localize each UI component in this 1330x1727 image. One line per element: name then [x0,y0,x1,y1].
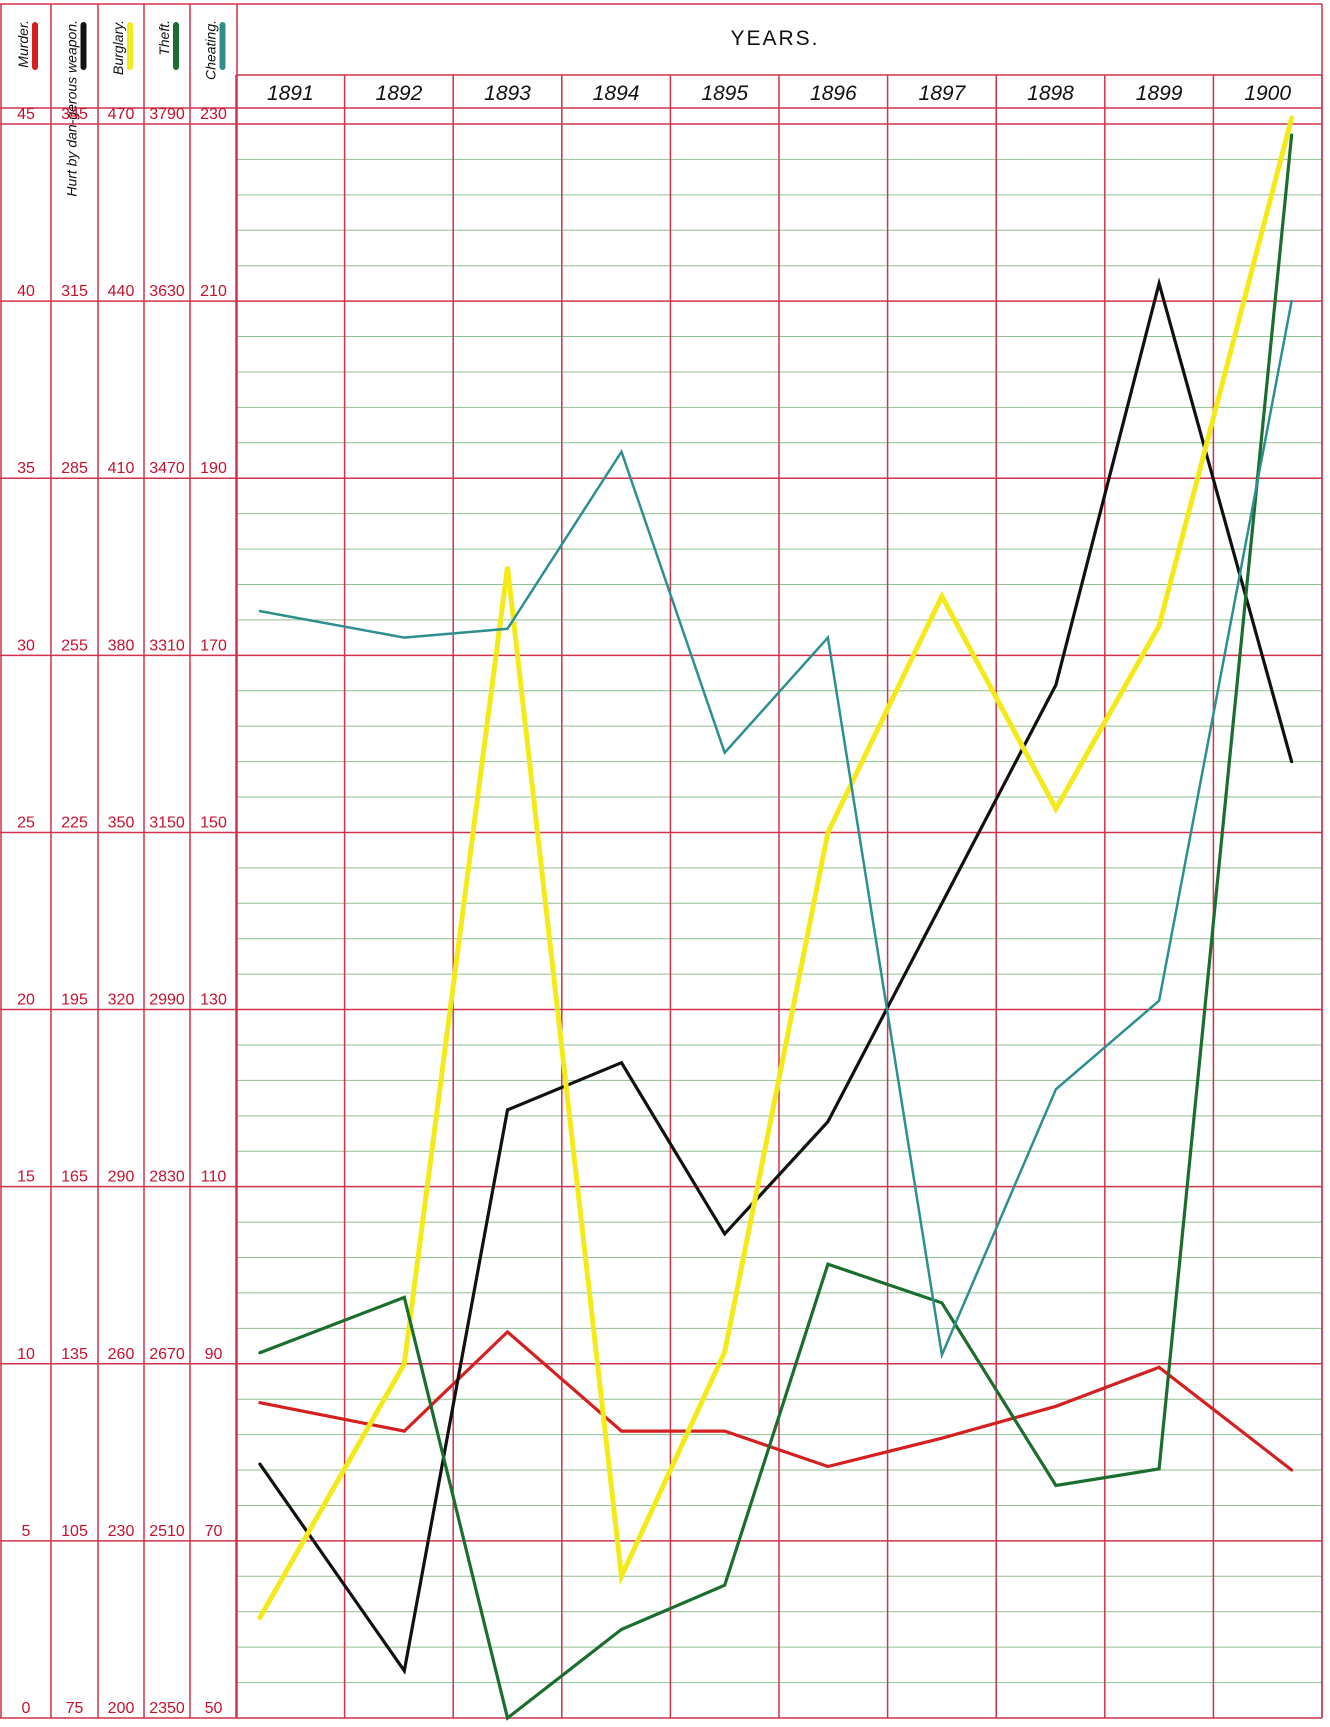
year-label-1895: 1895 [701,82,748,105]
year-label-1891: 1891 [267,82,314,105]
tick-label-theft: 2510 [149,1523,185,1540]
year-label-1899: 1899 [1136,82,1183,105]
tick-label-cheating: 210 [200,283,227,300]
tick-label-murder: 30 [17,637,35,654]
tick-label-theft: 2350 [149,1700,185,1717]
tick-label-murder: 35 [17,460,35,477]
series-line-murder [258,1329,1294,1472]
year-label-1898: 1898 [1027,82,1074,105]
tick-label-murder: 40 [17,283,35,300]
legend-label-cheating: Cheating. [203,20,219,80]
tick-label-burglary: 320 [108,992,135,1009]
year-label-1892: 1892 [376,82,423,105]
tick-label-hurt-by-dan-gerous-weapon: 315 [61,283,88,300]
tick-label-theft: 3470 [149,460,185,477]
series-lines [257,115,1295,1721]
series-line-cheating [258,299,1293,1360]
legend-swatch-cheating [219,22,226,70]
tick-label-hurt-by-dan-gerous-weapon: 165 [61,1169,88,1186]
tick-label-cheating: 90 [205,1346,223,1363]
tick-label-murder: 20 [17,992,35,1009]
series-line-hurt-by-dan-gerous-weapon [258,277,1294,1675]
chart-frame [0,3,1323,1718]
major-grid [0,123,1322,1719]
legend-swatch-burglary [127,22,133,70]
tick-label-burglary: 410 [108,460,135,477]
tick-label-hurt-by-dan-gerous-weapon: 285 [61,460,88,477]
legend-label-murder: Murder. [15,20,31,68]
year-axis: YEARS. 1891 1892 1893 1894 1895 1896 1897 1898 1… [267,27,1291,105]
legend-swatch-theft [173,22,179,70]
legend: Murder. Hurt by dan-gerous weapon. Burglar… [15,20,226,197]
legend-swatch-hurt-by-dan-gerous-weapon [80,22,87,70]
tick-label-murder: 45 [17,106,35,123]
tick-label-murder: 5 [22,1523,31,1540]
year-label-1897: 1897 [919,82,967,105]
legend-label-hurt-by-dan-gerous-weapon: Hurt by dan-gerous weapon. [64,20,80,197]
tick-label-theft: 3790 [149,106,185,123]
tick-label-hurt-by-dan-gerous-weapon: 255 [61,637,88,654]
tick-label-cheating: 110 [201,1169,227,1186]
year-label-1893: 1893 [484,82,531,105]
tick-label-hurt-by-dan-gerous-weapon: 345 [61,106,88,123]
tick-label-cheating: 130 [200,992,227,1009]
series-line-theft [258,133,1294,1721]
tick-label-theft: 3150 [149,814,185,831]
legend-label-theft: Theft. [156,20,172,56]
tick-label-burglary: 200 [108,1700,135,1717]
y-scales: 0 5 10 15 20 25 30 35 40 45 75 105 135 165 195 225 255 28… [17,106,227,1717]
tick-label-murder: 15 [17,1169,35,1186]
tick-label-murder: 25 [17,814,35,831]
series-line-burglary [257,115,1295,1621]
year-label-1900: 1900 [1244,82,1291,105]
tick-label-theft: 3310 [149,637,185,654]
tick-label-burglary: 440 [108,283,135,300]
chart-title: YEARS. [730,27,819,50]
tick-label-murder: 10 [17,1346,35,1363]
legend-swatch-murder [32,22,38,70]
tick-label-theft: 2990 [149,992,185,1009]
tick-label-hurt-by-dan-gerous-weapon: 225 [61,814,88,831]
tick-label-cheating: 150 [200,814,227,831]
year-label-1894: 1894 [593,82,640,105]
tick-label-theft: 2670 [149,1346,185,1363]
tick-label-hurt-by-dan-gerous-weapon: 135 [61,1346,88,1363]
tick-label-cheating: 190 [200,460,227,477]
tick-label-burglary: 260 [108,1346,135,1363]
tick-label-murder: 0 [22,1700,31,1717]
legend-label-burglary: Burglary. [110,20,126,75]
tick-label-cheating: 50 [205,1700,223,1717]
tick-label-burglary: 350 [108,814,135,831]
tick-label-burglary: 230 [108,1523,135,1540]
tick-label-theft: 3630 [149,283,185,300]
tick-label-cheating: 70 [205,1523,223,1540]
tick-label-hurt-by-dan-gerous-weapon: 75 [66,1700,84,1717]
tick-label-hurt-by-dan-gerous-weapon: 195 [61,992,88,1009]
tick-label-burglary: 470 [108,106,135,123]
tick-label-burglary: 290 [108,1169,135,1186]
year-label-1896: 1896 [810,82,857,105]
tick-label-theft: 2830 [149,1169,185,1186]
tick-label-cheating: 230 [200,106,227,123]
tick-label-cheating: 170 [200,637,227,654]
tick-label-burglary: 380 [108,637,135,654]
tick-label-hurt-by-dan-gerous-weapon: 105 [61,1523,88,1540]
